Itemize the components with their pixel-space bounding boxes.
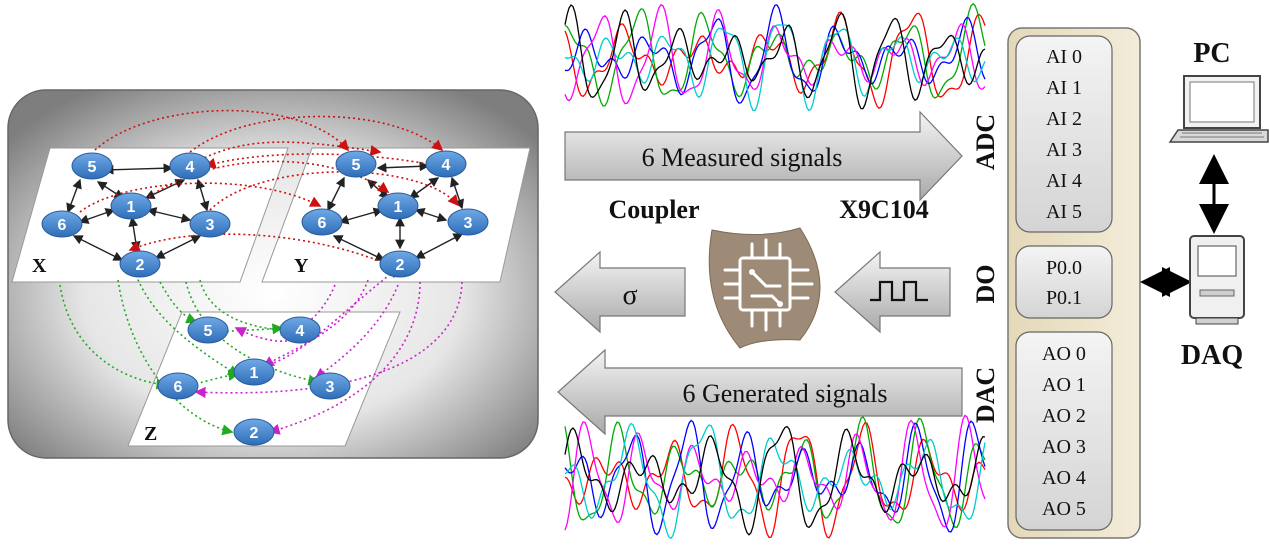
layer-label-z: Z bbox=[144, 423, 157, 445]
ai-channel-2: AI 2 bbox=[1046, 108, 1082, 130]
node-y-1-label: 1 bbox=[394, 199, 403, 216]
sigma-label: σ bbox=[622, 280, 637, 311]
ao-channel-5: AO 5 bbox=[1042, 498, 1086, 520]
ai-channel-1: AI 1 bbox=[1046, 77, 1082, 99]
node-z-1-label: 1 bbox=[250, 365, 259, 382]
layer-label-y: Y bbox=[294, 255, 309, 277]
ao-channel-4: AO 4 bbox=[1042, 467, 1086, 489]
node-x-2-label: 2 bbox=[136, 257, 145, 274]
node-y-5-label: 5 bbox=[352, 157, 361, 174]
chip-name: X9C104 bbox=[839, 195, 929, 224]
node-z-6-label: 6 bbox=[174, 379, 183, 396]
do-label: DO bbox=[971, 265, 1000, 304]
generated-signals-label: 6 Generated signals bbox=[682, 379, 887, 408]
dac-label: DAC bbox=[971, 367, 1000, 423]
node-y-4-label: 4 bbox=[442, 157, 451, 174]
node-z-3-label: 3 bbox=[326, 379, 335, 396]
daq-label: DAQ bbox=[1181, 340, 1243, 371]
node-y-2-label: 2 bbox=[396, 257, 405, 274]
node-x-5-label: 5 bbox=[88, 159, 97, 176]
sigma-arrow bbox=[555, 252, 685, 332]
ao-channel-3: AO 3 bbox=[1042, 436, 1086, 458]
layer-label-x: X bbox=[32, 255, 47, 277]
generated-wave-3 bbox=[565, 415, 985, 530]
measured-waveforms bbox=[565, 4, 985, 111]
node-x-3-label: 3 bbox=[206, 217, 215, 234]
ai-channel-5: AI 5 bbox=[1046, 201, 1082, 223]
ao-channel-2: AO 2 bbox=[1042, 405, 1086, 427]
ai-channel-3: AI 3 bbox=[1046, 139, 1082, 161]
measured-signals-label: 6 Measured signals bbox=[642, 143, 843, 172]
ao-channel-1: AO 1 bbox=[1042, 374, 1086, 396]
pc-label: PC bbox=[1193, 38, 1230, 69]
coupler-title: Coupler bbox=[609, 195, 700, 224]
ai-channel-4: AI 4 bbox=[1046, 170, 1082, 192]
chip-icon bbox=[709, 228, 820, 348]
generated-waveforms bbox=[565, 415, 985, 538]
do-channel-1: P0.1 bbox=[1046, 287, 1082, 309]
node-x-6-label: 6 bbox=[58, 217, 67, 234]
adc-label: ADC bbox=[971, 114, 1000, 170]
do-channel-0: P0.0 bbox=[1046, 257, 1082, 279]
node-y-6-label: 6 bbox=[318, 215, 327, 232]
node-y-3-label: 3 bbox=[464, 215, 473, 232]
ao-channel-0: AO 0 bbox=[1042, 343, 1086, 365]
node-z-4-label: 4 bbox=[296, 323, 305, 340]
ai-channel-0: AI 0 bbox=[1046, 46, 1082, 68]
node-z-5-label: 5 bbox=[204, 323, 213, 340]
node-z-2-label: 2 bbox=[250, 425, 259, 442]
laptop-icon bbox=[1170, 76, 1268, 142]
node-x-4-label: 4 bbox=[186, 159, 195, 176]
generated-wave-1 bbox=[565, 417, 985, 527]
node-x-1-label: 1 bbox=[127, 199, 136, 216]
daq-device-icon bbox=[1190, 236, 1244, 324]
